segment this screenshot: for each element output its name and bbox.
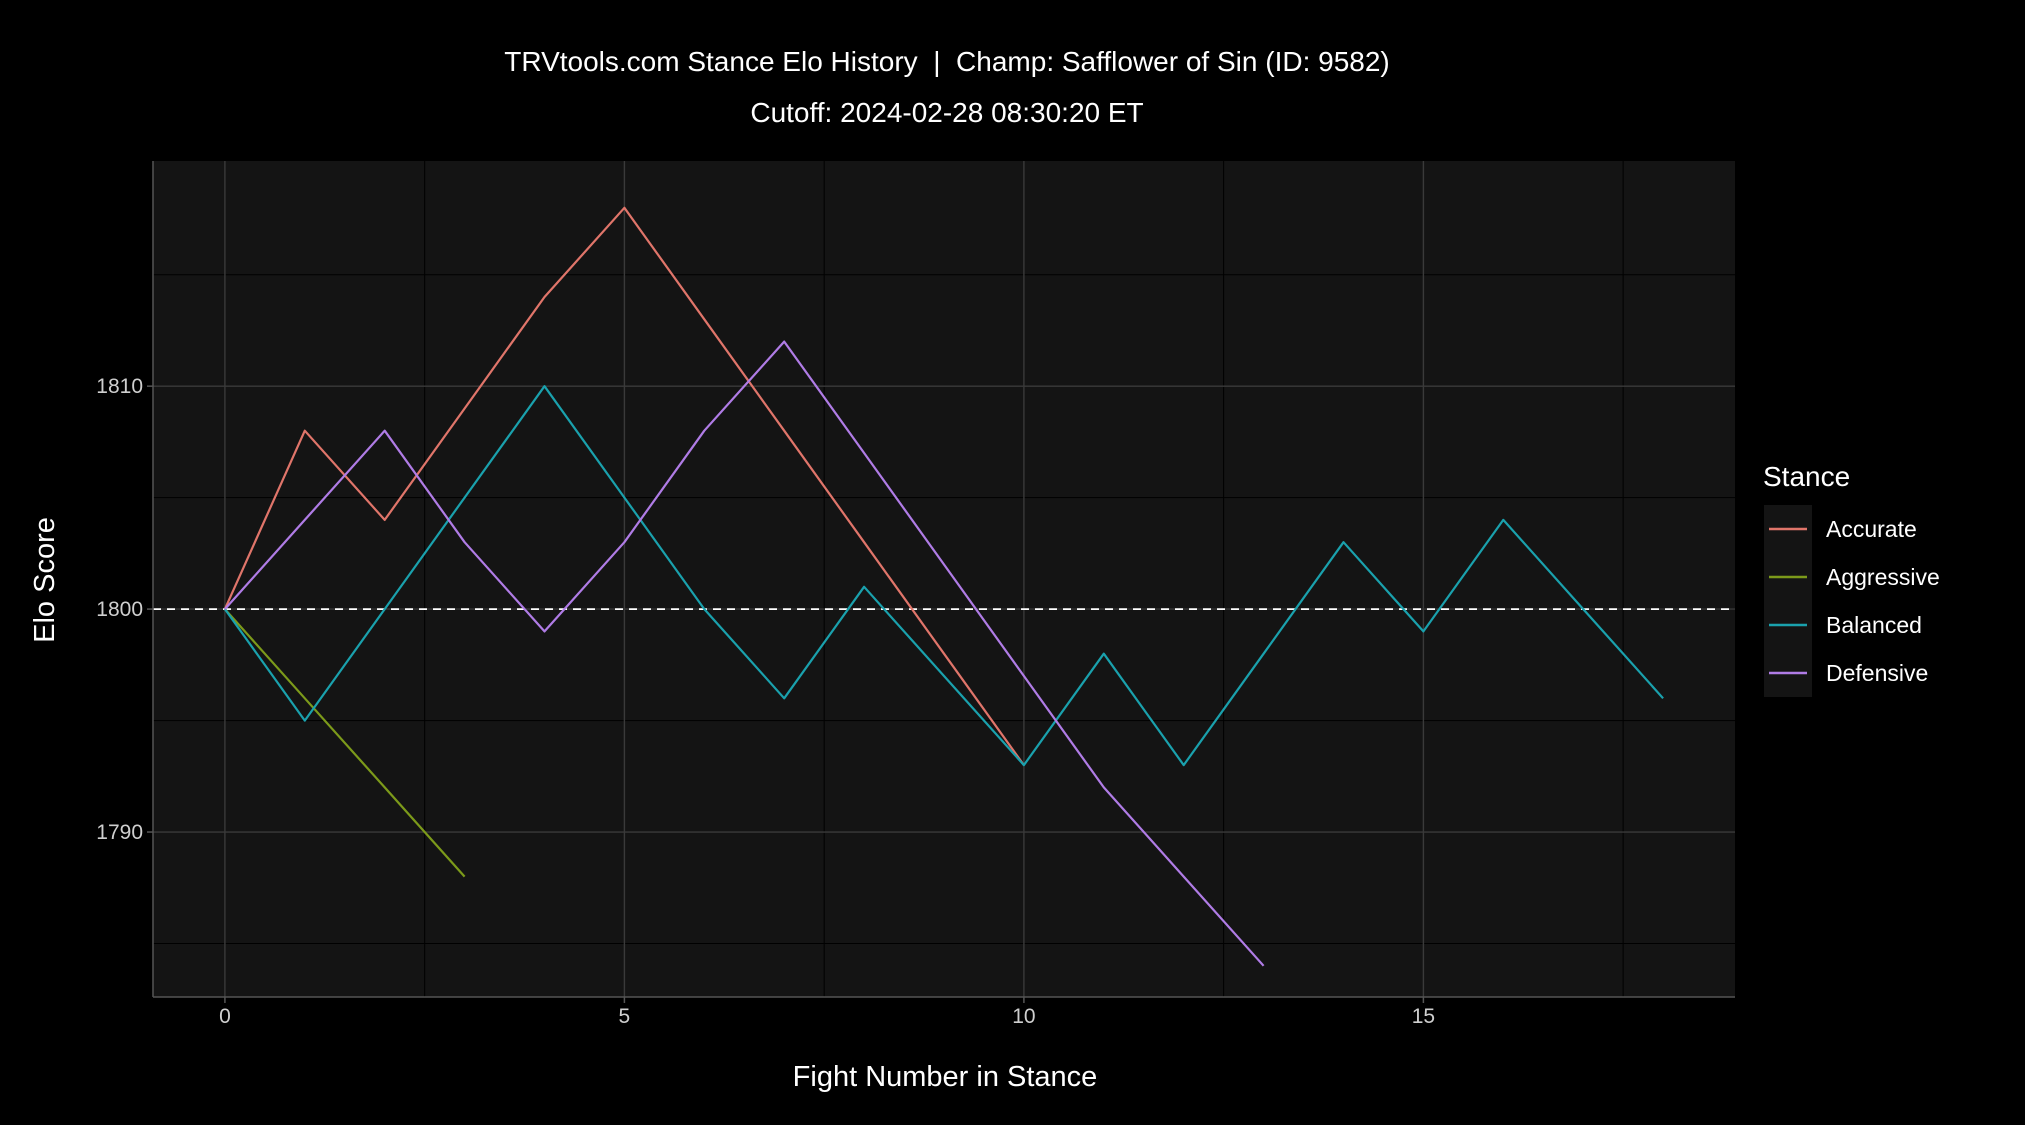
y-tick-label: 1790: [96, 821, 143, 844]
chart-title: TRVtools.com Stance Elo History | Champ:…: [504, 46, 1390, 77]
legend-label-defensive: Defensive: [1826, 660, 1928, 686]
legend-key-background: [1764, 505, 1812, 697]
y-axis-title: Elo Score: [29, 517, 61, 643]
x-axis-title: Fight Number in Stance: [793, 1061, 1098, 1093]
legend: Stance Accurate Aggressive Balanced Defensi…: [1763, 461, 1940, 697]
axes: [152, 161, 1735, 998]
x-tick-label: 0: [219, 1005, 231, 1028]
series-line-accurate: [223, 206, 1025, 766]
series-line-balanced: [224, 385, 1664, 767]
x-tick-label: 10: [1012, 1005, 1035, 1028]
y-tick-label: 1810: [96, 375, 143, 398]
series-line-aggressive: [224, 608, 466, 878]
legend-label-aggressive: Aggressive: [1826, 564, 1940, 590]
series-lines: [223, 206, 1664, 967]
series-line-defensive: [224, 340, 1265, 967]
legend-label-accurate: Accurate: [1826, 516, 1917, 542]
legend-title: Stance: [1763, 461, 1850, 492]
chart-subtitle: Cutoff: 2024-02-28 08:30:20 ET: [750, 97, 1143, 128]
x-tick-label: 5: [619, 1005, 631, 1028]
plot-panel: [153, 161, 1735, 997]
tick-labels: 0 5 10 15 1790 1800 1810: [96, 375, 1435, 1028]
legend-label-balanced: Balanced: [1826, 612, 1922, 638]
x-tick-label: 15: [1412, 1005, 1435, 1028]
y-tick-label: 1800: [96, 598, 143, 621]
